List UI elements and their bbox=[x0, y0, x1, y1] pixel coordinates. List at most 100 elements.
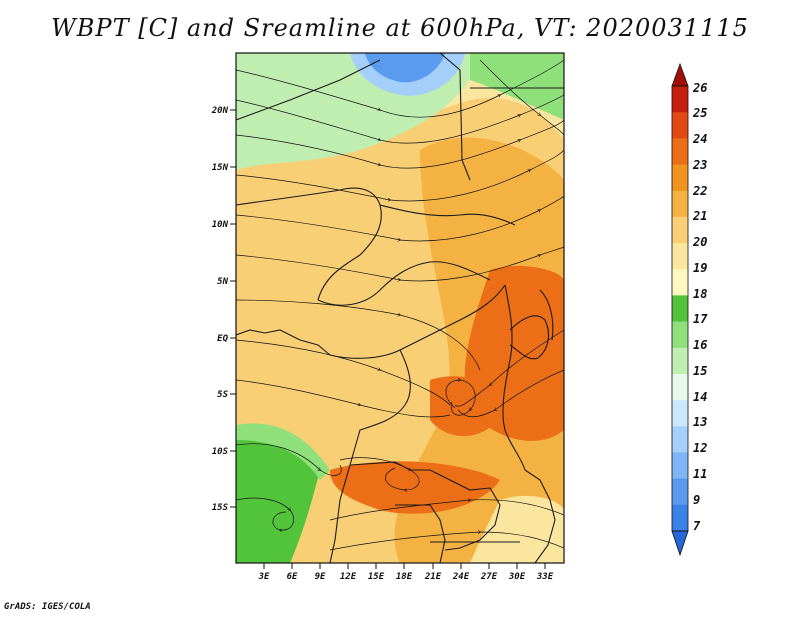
border-line bbox=[524, 469, 556, 563]
lon-tick-label: 30E bbox=[508, 572, 526, 582]
streamline bbox=[236, 246, 564, 281]
lon-tick-label: 6E bbox=[287, 572, 298, 582]
lat-tick-label: 5S bbox=[217, 390, 228, 400]
lon-tick-label: 24E bbox=[452, 572, 470, 582]
green-edge-southwest bbox=[236, 423, 330, 480]
cold-core-north bbox=[365, 53, 445, 83]
colorbar-label: 7 bbox=[693, 519, 701, 533]
colorbar-label: 22 bbox=[692, 184, 707, 198]
border-line bbox=[236, 187, 382, 301]
colorbar-swatch bbox=[672, 426, 688, 453]
colorbar: 26 25 24 23 22 21 20 19 18 17 16 15 14 1… bbox=[671, 62, 708, 557]
colorbar-swatch bbox=[672, 295, 688, 322]
colorbar-label: 26 bbox=[692, 81, 707, 95]
colorbar-label: 14 bbox=[693, 390, 707, 404]
green-region-southwest bbox=[236, 426, 320, 563]
colorbar-swatch bbox=[672, 321, 688, 349]
cool-patch-southeast bbox=[470, 495, 564, 563]
streamline bbox=[236, 195, 564, 241]
lon-tick-label: 21E bbox=[424, 572, 442, 582]
streamline bbox=[236, 119, 564, 169]
streamline bbox=[236, 339, 451, 406]
colorbar-label: 18 bbox=[693, 287, 707, 301]
colorbar-top-arrow bbox=[671, 62, 689, 87]
colorbar-label: 24 bbox=[692, 132, 707, 146]
colorbar-swatch bbox=[672, 216, 688, 244]
country-borders bbox=[236, 53, 564, 563]
colorbar-swatches bbox=[672, 86, 688, 532]
map-frame bbox=[235, 52, 565, 564]
border-line bbox=[444, 487, 501, 551]
streamline bbox=[329, 532, 564, 551]
lon-tick-label: 3E bbox=[258, 572, 270, 582]
colorbar-label: 11 bbox=[693, 467, 707, 481]
colorbar-label: 16 bbox=[693, 338, 707, 352]
colorbar-swatch bbox=[672, 269, 688, 296]
border-line bbox=[379, 204, 516, 226]
lon-tick-label: 9E bbox=[315, 572, 326, 582]
border-line bbox=[439, 53, 471, 181]
lon-tick-label: 33E bbox=[536, 572, 554, 582]
lon-tick-label: 12E bbox=[340, 572, 357, 582]
colorbar-swatch bbox=[672, 504, 688, 532]
colorbar-label: 20 bbox=[692, 235, 707, 249]
streamline bbox=[236, 149, 564, 201]
colorbar-swatch bbox=[672, 86, 688, 113]
lat-tick-label: 15N bbox=[212, 163, 229, 173]
colorbar-swatch bbox=[672, 138, 688, 165]
colorbar-swatch bbox=[672, 400, 688, 427]
lat-tick-label: 5N bbox=[217, 277, 228, 287]
colorbar-bottom-arrow bbox=[671, 530, 689, 557]
colorbar-swatch bbox=[672, 243, 688, 270]
streamline bbox=[479, 59, 564, 136]
streamline bbox=[339, 457, 420, 490]
lat-tick-label: 20N bbox=[211, 106, 229, 116]
border-line bbox=[329, 284, 506, 359]
colorbar-swatch bbox=[672, 452, 688, 480]
border-line bbox=[349, 349, 411, 466]
streamline bbox=[236, 497, 294, 530]
streamline bbox=[445, 380, 476, 416]
border-line bbox=[329, 464, 351, 563]
streamline bbox=[457, 369, 564, 418]
border-line bbox=[509, 315, 550, 360]
colorbar-label: 12 bbox=[693, 441, 707, 455]
lat-tick-label: 15S bbox=[212, 503, 229, 513]
colorbar-swatch bbox=[672, 164, 688, 192]
colorbar-label: 23 bbox=[692, 158, 707, 172]
border-line bbox=[395, 504, 446, 563]
border-line bbox=[349, 461, 491, 491]
colorbar-label: 21 bbox=[692, 209, 707, 223]
streamline bbox=[236, 379, 451, 418]
colorbar-label: 17 bbox=[693, 312, 708, 326]
streamline bbox=[236, 299, 481, 371]
map-panel bbox=[236, 53, 564, 563]
colorbar-swatch bbox=[672, 478, 688, 506]
streamline bbox=[236, 443, 342, 476]
colorbar-swatch bbox=[672, 112, 688, 139]
lat-tick-label: 10S bbox=[212, 447, 229, 457]
lon-tick-label: 15E bbox=[368, 572, 385, 582]
lat-tick-label: 10N bbox=[212, 220, 229, 230]
colorbar-label: 13 bbox=[693, 415, 707, 429]
streamline bbox=[329, 500, 564, 521]
border-line bbox=[236, 59, 381, 121]
lat-tick-label: EQ bbox=[217, 334, 228, 344]
colorbar-swatch bbox=[672, 190, 688, 218]
lon-axis: 3E 6E 9E 12E 15E 18E 21E 24E 27E 30E 33E bbox=[258, 563, 554, 582]
credit-text: GrADS: IGES/COLA bbox=[4, 602, 91, 612]
lon-tick-label: 18E bbox=[396, 572, 413, 582]
lon-tick-label: 27E bbox=[480, 572, 498, 582]
colorbar-swatch bbox=[672, 373, 688, 401]
map-title: WBPT [C] and Sreamline at 600hPa, VT: 20… bbox=[51, 14, 749, 42]
colorbar-frame bbox=[671, 85, 689, 532]
colorbar-label: 19 bbox=[693, 261, 707, 275]
colorbar-label: 25 bbox=[692, 106, 707, 120]
border-line bbox=[502, 284, 526, 471]
border-line bbox=[236, 329, 331, 356]
border-line bbox=[317, 261, 491, 306]
colorbar-swatch bbox=[672, 347, 688, 375]
colorbar-label: 9 bbox=[693, 493, 700, 507]
lat-axis: 20N 15N 10N 5N EQ 5S 10S 15S bbox=[211, 106, 236, 513]
